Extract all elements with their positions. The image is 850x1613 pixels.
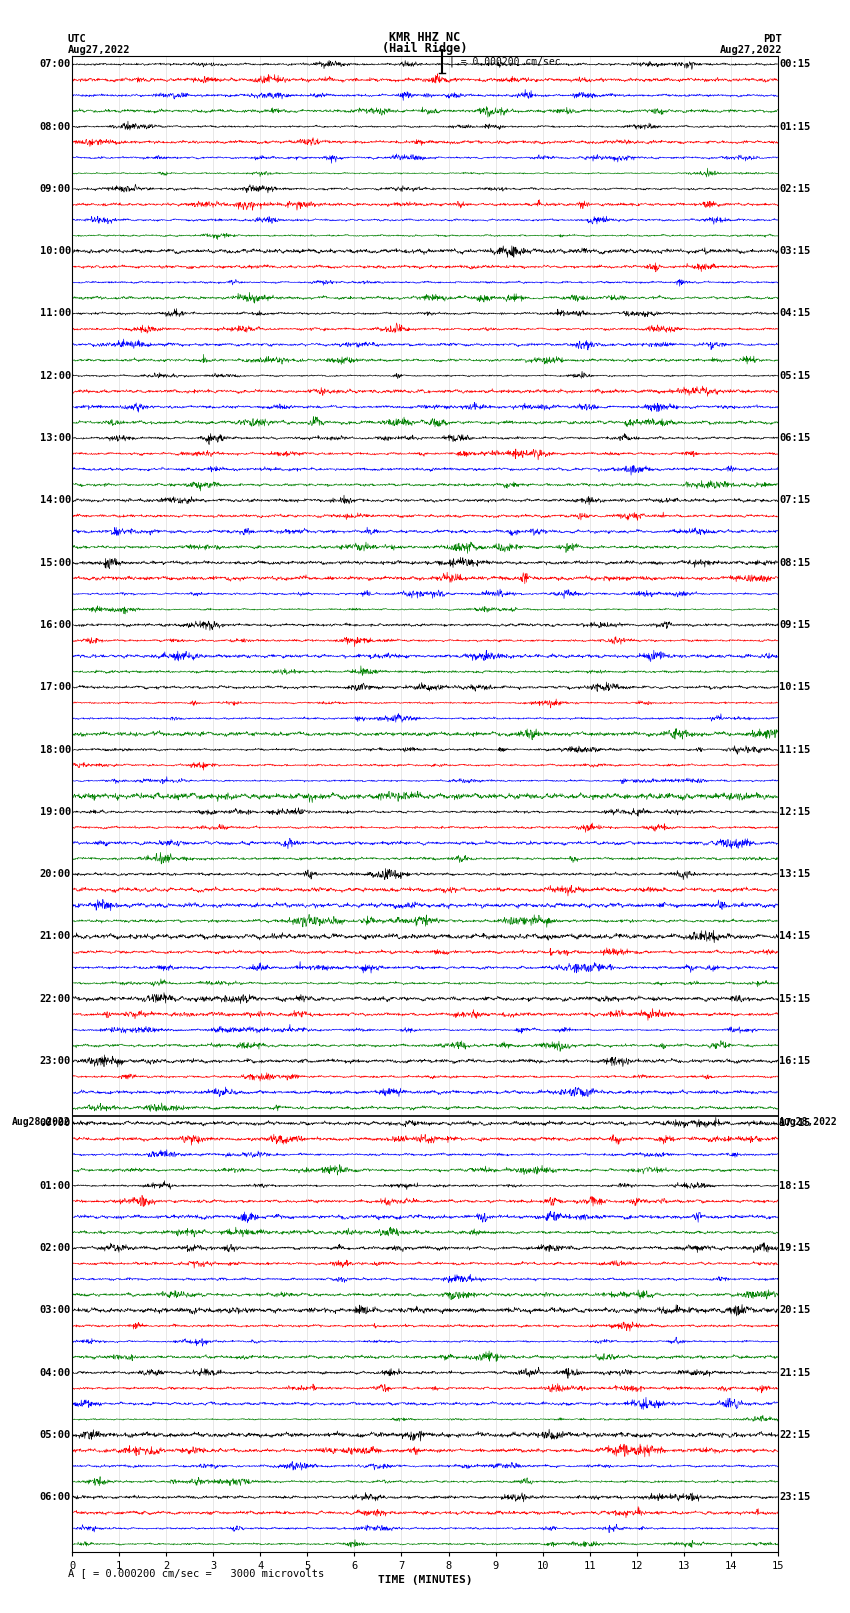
- Text: 20:15: 20:15: [779, 1305, 810, 1315]
- Text: 23:15: 23:15: [779, 1492, 810, 1502]
- Text: 21:15: 21:15: [779, 1368, 810, 1378]
- Text: 13:15: 13:15: [779, 869, 810, 879]
- Text: 01:00: 01:00: [40, 1181, 71, 1190]
- Text: 03:00: 03:00: [40, 1305, 71, 1315]
- Text: 03:15: 03:15: [779, 247, 810, 256]
- Text: 02:15: 02:15: [779, 184, 810, 194]
- Text: 23:00: 23:00: [40, 1057, 71, 1066]
- Text: 13:00: 13:00: [40, 432, 71, 444]
- Text: 06:15: 06:15: [779, 432, 810, 444]
- Text: 06:00: 06:00: [40, 1492, 71, 1502]
- Text: 04:00: 04:00: [40, 1368, 71, 1378]
- Text: 04:15: 04:15: [779, 308, 810, 318]
- Text: 16:15: 16:15: [779, 1057, 810, 1066]
- Text: 16:00: 16:00: [40, 619, 71, 631]
- Text: 19:15: 19:15: [779, 1244, 810, 1253]
- Text: Aug27,2022: Aug27,2022: [68, 45, 131, 55]
- Text: 11:00: 11:00: [40, 308, 71, 318]
- Text: 11:15: 11:15: [779, 745, 810, 755]
- Text: UTC: UTC: [68, 34, 87, 44]
- Text: 20:00: 20:00: [40, 869, 71, 879]
- Text: PDT: PDT: [763, 34, 782, 44]
- Text: 10:15: 10:15: [779, 682, 810, 692]
- Text: 22:15: 22:15: [779, 1429, 810, 1440]
- Text: 05:00: 05:00: [40, 1429, 71, 1440]
- Text: 02:00: 02:00: [40, 1244, 71, 1253]
- Text: 00:00: 00:00: [40, 1118, 71, 1129]
- X-axis label: TIME (MINUTES): TIME (MINUTES): [377, 1574, 473, 1586]
- Text: 14:15: 14:15: [779, 931, 810, 942]
- Text: 05:15: 05:15: [779, 371, 810, 381]
- Text: 08:15: 08:15: [779, 558, 810, 568]
- Text: Aug28,2022: Aug28,2022: [779, 1118, 838, 1127]
- Text: 07:15: 07:15: [779, 495, 810, 505]
- Text: 10:00: 10:00: [40, 247, 71, 256]
- Text: 09:15: 09:15: [779, 619, 810, 631]
- Text: KMR HHZ NC: KMR HHZ NC: [389, 31, 461, 44]
- Text: (Hail Ridge): (Hail Ridge): [382, 42, 468, 55]
- Text: 01:15: 01:15: [779, 121, 810, 132]
- Text: 17:00: 17:00: [40, 682, 71, 692]
- Text: 21:00: 21:00: [40, 931, 71, 942]
- Text: Aug27,2022: Aug27,2022: [719, 45, 782, 55]
- Text: 08:00: 08:00: [40, 121, 71, 132]
- Text: 12:00: 12:00: [40, 371, 71, 381]
- Text: 07:00: 07:00: [40, 60, 71, 69]
- Text: 15:00: 15:00: [40, 558, 71, 568]
- Text: 18:15: 18:15: [779, 1181, 810, 1190]
- Text: 19:00: 19:00: [40, 806, 71, 816]
- Text: 18:00: 18:00: [40, 745, 71, 755]
- Text: 00:15: 00:15: [779, 60, 810, 69]
- Text: A [ = 0.000200 cm/sec =   3000 microvolts: A [ = 0.000200 cm/sec = 3000 microvolts: [68, 1568, 324, 1578]
- Text: 14:00: 14:00: [40, 495, 71, 505]
- Text: 09:00: 09:00: [40, 184, 71, 194]
- Text: 17:15: 17:15: [779, 1118, 810, 1129]
- Text: | = 0.000200 cm/sec: | = 0.000200 cm/sec: [449, 56, 560, 66]
- Text: Aug28,2022: Aug28,2022: [12, 1118, 71, 1127]
- Text: 15:15: 15:15: [779, 994, 810, 1003]
- Text: 22:00: 22:00: [40, 994, 71, 1003]
- Text: 12:15: 12:15: [779, 806, 810, 816]
